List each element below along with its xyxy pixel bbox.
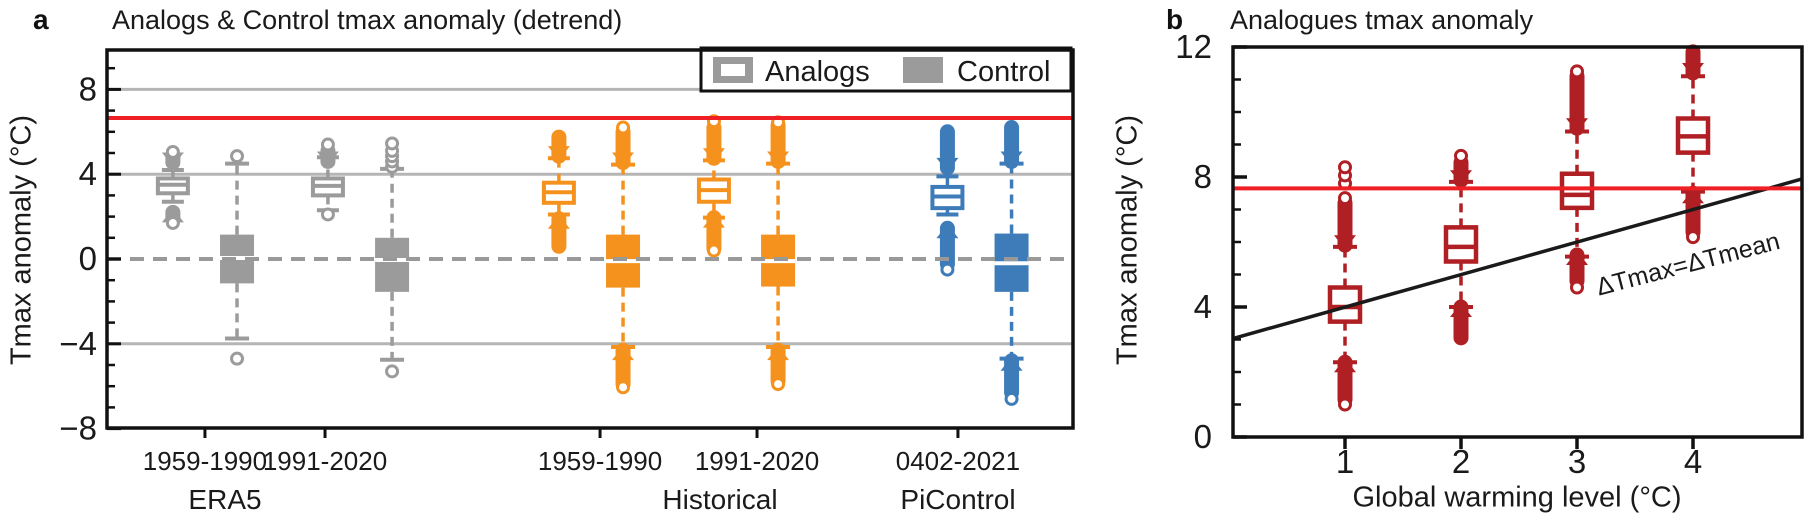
legend-label-analogs: Analogs: [765, 56, 870, 88]
flier-arrow: [316, 151, 339, 166]
flier-circle: [1686, 230, 1700, 245]
legend-swatch-analogs-inner: [721, 64, 745, 76]
legend-label-control: Control: [957, 56, 1051, 88]
boxplot-pair-historical-1: [696, 114, 796, 392]
flier-arrow: [1450, 303, 1472, 317]
boxplot-pair-picontrol-0: [930, 120, 1029, 406]
panel-a-ylabel: Tmax anomaly (°C): [5, 114, 38, 366]
boxplot-pair-era5-1: [310, 136, 410, 379]
flier-circle: [165, 144, 180, 159]
flier-arrow: [547, 214, 570, 229]
x-tick-label-period: 0402-2021: [896, 446, 1020, 476]
legend-swatch-control: [903, 57, 943, 83]
panel-b-xlabel: Global warming level (°C): [1352, 481, 1682, 514]
y-tick-label: 4: [79, 155, 97, 192]
flier-arrow: [936, 157, 959, 172]
box: [1559, 171, 1595, 211]
x-tick-label-period: 1959-1990: [538, 446, 662, 476]
boxplot-gwl-2: [1443, 148, 1479, 346]
legend-frame: [699, 46, 1073, 93]
flier-circle: [230, 351, 245, 366]
flier-arrow: [1334, 235, 1356, 250]
panel-b-ylabel: Tmax anomaly (°C): [1111, 114, 1144, 366]
y-tick-label: 8: [79, 70, 97, 107]
flier-arrow: [936, 224, 959, 239]
flier-circle: [1570, 64, 1584, 79]
flier-arrow: [1334, 358, 1356, 373]
y-tick-label: 12: [1175, 28, 1212, 65]
flier-arrow: [1566, 118, 1588, 133]
y-tick-label: 0: [1194, 418, 1212, 455]
flier-arrow: [702, 148, 725, 163]
flier-arrow: [547, 146, 570, 161]
boxplot-pair-era5-0: [155, 144, 255, 366]
panel-b-tag: b: [1166, 4, 1184, 35]
panel-a-title: Analogs & Control tmax anomaly (detrend): [112, 5, 623, 35]
flier-circle: [1338, 397, 1352, 412]
boxplot-gwl-4: [1675, 44, 1711, 245]
panel-a-frame: [105, 48, 1075, 430]
panel-b-title: Analogues tmax anomaly: [1230, 5, 1534, 35]
x-tick-label-period: 1991-2020: [263, 446, 387, 476]
flier-circle: [385, 364, 400, 379]
flier-arrow: [1682, 63, 1704, 77]
x-group-label: ERA5: [188, 484, 261, 515]
boxplot-gwl-3: [1559, 64, 1595, 295]
flier-circle: [616, 120, 631, 135]
flier-circle: [385, 136, 400, 151]
panel-b-frame: [1231, 45, 1804, 439]
flier-arrow: [612, 152, 635, 167]
x-tick-label: 1: [1336, 443, 1354, 480]
flier-circle: [771, 377, 786, 392]
flier-circle: [1338, 191, 1352, 206]
box: [1443, 225, 1479, 264]
flier-arrow: [702, 213, 725, 228]
y-tick-label: 0: [79, 240, 97, 277]
x-tick-label-period: 1959-1990: [143, 446, 267, 476]
y-tick-label: −8: [59, 410, 97, 447]
flier-arrow: [1682, 189, 1704, 204]
flier-arrow: [1566, 251, 1588, 265]
flier-circle: [165, 215, 180, 230]
x-tick-label: 3: [1568, 443, 1586, 480]
flier-circle: [230, 149, 245, 164]
flier-circle: [320, 137, 335, 152]
x-tick-label: 2: [1452, 443, 1470, 480]
flier-circle: [1004, 391, 1019, 406]
flier-circle: [320, 207, 335, 222]
flier-circle: [616, 380, 631, 395]
y-tick-label: 8: [1194, 158, 1212, 195]
boxplot-pair-historical-0: [541, 120, 641, 395]
flier-circle: [1338, 160, 1352, 175]
flier-arrow: [767, 346, 790, 361]
flier-circle: [940, 262, 955, 277]
flier-circle: [1570, 280, 1584, 295]
flier-arrow: [612, 346, 635, 361]
flier-circle: [706, 243, 721, 258]
panel-a-tag: a: [33, 4, 49, 35]
flier-arrow: [1000, 356, 1023, 371]
x-tick-label-period: 1991-2020: [695, 446, 819, 476]
y-tick-label: −4: [59, 325, 97, 362]
x-tick-label: 4: [1684, 443, 1702, 480]
x-group-label: Historical: [662, 484, 777, 515]
x-group-label: PiControl: [900, 484, 1015, 515]
y-tick-label: 4: [1194, 288, 1212, 325]
flier-circle: [1454, 148, 1468, 163]
identity-line: [1232, 177, 1803, 341]
flier-arrow: [1450, 170, 1472, 185]
flier-arrow: [767, 151, 790, 166]
legend: Analogs Control: [699, 46, 1073, 93]
flier-arrow: [1000, 151, 1023, 166]
boxplot-gwl-1: [1327, 160, 1363, 412]
box: [375, 237, 410, 292]
